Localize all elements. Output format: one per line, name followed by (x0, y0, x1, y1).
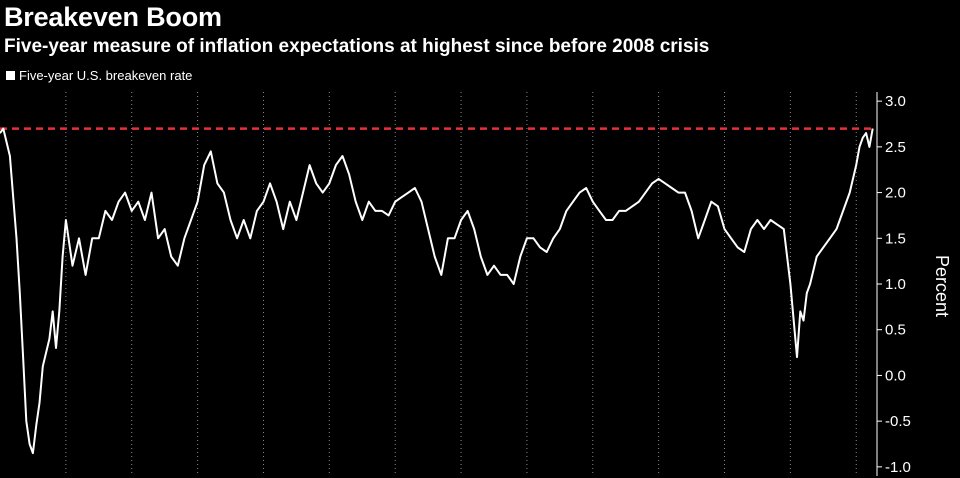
y-tick-label-0: -1.0 (885, 459, 911, 476)
y-tick-label-1: -0.5 (885, 413, 911, 430)
legend-swatch (6, 71, 15, 80)
y-tick-label-5: 1.5 (885, 230, 906, 247)
y-axis-label: Percent (932, 255, 952, 317)
series-line-breakeven (0, 127, 874, 455)
y-tick-label-7: 2.5 (885, 139, 906, 156)
grid-lines (65, 92, 857, 476)
legend: Five-year U.S. breakeven rate (6, 68, 192, 83)
series-group (0, 127, 874, 455)
chart-title: Breakeven Boom (4, 2, 222, 32)
y-tick-label-6: 2.0 (885, 185, 906, 202)
y-tick-label-4: 1.0 (885, 276, 906, 293)
y-tick-label-2: 0.0 (885, 367, 906, 384)
y-tick-label-3: 0.5 (885, 322, 906, 339)
chart-subtitle: Five-year measure of inflation expectati… (4, 36, 710, 57)
legend-label: Five-year U.S. breakeven rate (19, 68, 193, 83)
y-axis: -1.0 -0.5 0.0 0.5 1.0 1.5 2.0 2.5 3.0 (876, 92, 911, 476)
y-tick-label-8: 3.0 (885, 93, 906, 110)
